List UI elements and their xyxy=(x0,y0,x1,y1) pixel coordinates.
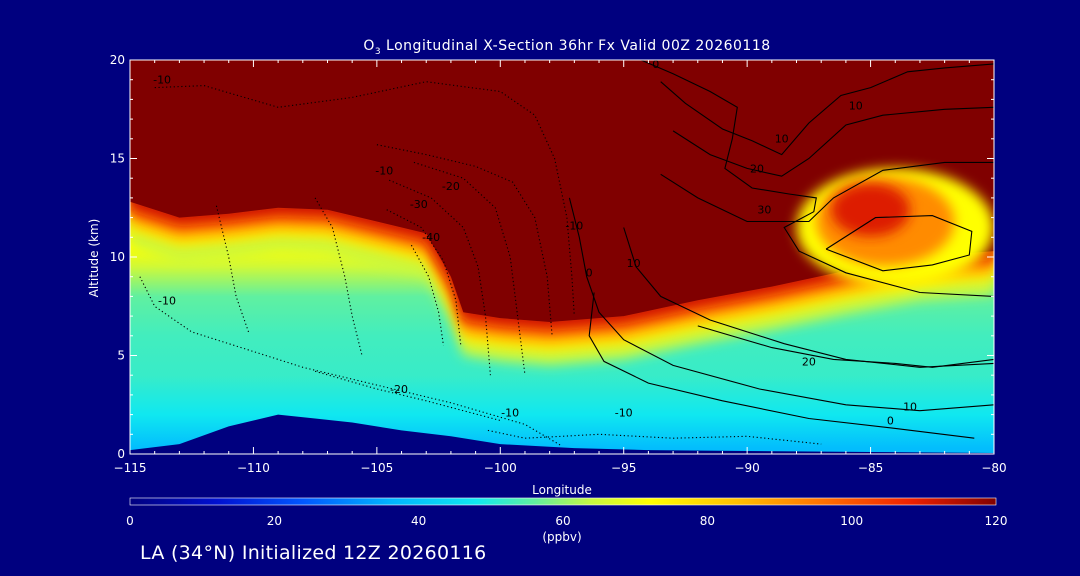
colorbar-tick-label: 120 xyxy=(985,514,1008,528)
title-subscript: 3 xyxy=(375,47,381,57)
x-tick-label: −85 xyxy=(858,461,883,475)
contour-label: 0 xyxy=(652,58,659,71)
y-tick-label: 15 xyxy=(110,152,125,166)
contour-positive-2 xyxy=(568,197,994,412)
y-axis-label: Altitude (km) xyxy=(87,219,101,298)
chart-title: O3 Longitudinal X-Section 36hr Fx Valid … xyxy=(363,38,770,57)
contour-label: -10 xyxy=(158,294,176,307)
contour-label: 10 xyxy=(903,401,917,414)
contour-positive-6 xyxy=(660,161,994,223)
contour-label: 10 xyxy=(627,257,641,270)
colorbar-tick-label: 80 xyxy=(700,514,715,528)
x-tick-label: −80 xyxy=(981,461,1006,475)
colorbar-tick-label: 0 xyxy=(126,514,134,528)
x-tick-label: −105 xyxy=(360,461,393,475)
contour-negative-1 xyxy=(139,276,563,447)
contour-label: -40 xyxy=(422,231,440,244)
contour-labels: -10 0 -10 -20 -30 -40 -10 0 10 10 20 30 10 -10 -20 -10 -… xyxy=(153,58,917,427)
stratospheric-ozone-region xyxy=(130,60,994,322)
contour-label: -20 xyxy=(442,180,460,193)
contour-negative-0 xyxy=(154,81,575,317)
contour-label: 20 xyxy=(802,355,816,368)
y-tick-label: 0 xyxy=(117,447,125,461)
contour-lines xyxy=(139,60,994,447)
contour-label: -10 xyxy=(153,74,171,87)
high-ozone-lobe-core xyxy=(831,183,911,237)
colorbar-tick-label: 20 xyxy=(267,514,282,528)
contour-label: 30 xyxy=(757,204,771,217)
colorbar-tick-label: 40 xyxy=(411,514,426,528)
x-axis: −115 −110 −105 −100 −95 −90 −85 −80 xyxy=(114,60,1007,475)
contour-label: 10 xyxy=(775,133,789,146)
title-rest: Longitudinal X-Section 36hr Fx Valid 00Z… xyxy=(381,38,771,54)
contour-positive-8 xyxy=(825,215,973,272)
contour-label: 0 xyxy=(586,267,593,280)
y-tick-label: 5 xyxy=(117,349,125,363)
contour-positive-3 xyxy=(660,63,994,156)
y-tick-label: 20 xyxy=(110,53,125,67)
contour-label: -20 xyxy=(390,383,408,396)
contour-label: -30 xyxy=(410,198,428,211)
y-axis: 0 5 10 15 20 xyxy=(110,53,994,461)
x-tick-label: −115 xyxy=(114,461,147,475)
contour-negative-6 xyxy=(388,179,491,376)
colorbar-tick-label: 60 xyxy=(555,514,570,528)
colorbar-unit: (ppbv) xyxy=(542,530,581,544)
run-info-footer: LA (34°N) Initialized 12Z 20260116 xyxy=(140,542,487,564)
contour-label: -10 xyxy=(375,164,393,177)
x-tick-label: −110 xyxy=(237,461,270,475)
contour-label: 0 xyxy=(887,414,894,427)
contour-negative-3 xyxy=(376,144,553,336)
contour-label: -10 xyxy=(565,219,583,232)
colorbar-ticks: 0 20 40 60 80 100 120 xyxy=(126,514,1007,528)
contour-positive-7 xyxy=(697,325,994,368)
contour-negative-10 xyxy=(215,205,250,333)
contour-positive-5 xyxy=(672,106,994,177)
y-tick-label: 10 xyxy=(110,250,125,264)
contour-positive-1 xyxy=(588,292,975,439)
contour-negative-9 xyxy=(314,197,363,356)
contour-label: -10 xyxy=(501,407,519,420)
terrain-silhouette xyxy=(130,414,994,454)
contour-positive-0 xyxy=(640,60,994,297)
contour-label: 10 xyxy=(849,99,863,112)
x-axis-label: Longitude xyxy=(532,483,592,497)
contour-negative-8 xyxy=(410,244,445,346)
contour-label: 20 xyxy=(750,162,764,175)
colorbar xyxy=(129,497,997,506)
title-prefix: O xyxy=(363,38,375,54)
contour-label: -10 xyxy=(615,407,633,420)
colorbar-tick-label: 100 xyxy=(840,514,863,528)
x-tick-label: −90 xyxy=(734,461,759,475)
x-tick-label: −100 xyxy=(484,461,517,475)
plot-area: -10 0 -10 -20 -30 -40 -10 0 10 10 20 30 10 -10 -20 -10 -… xyxy=(130,58,994,454)
contour-negative-5 xyxy=(314,370,501,422)
x-tick-label: −95 xyxy=(611,461,636,475)
contour-positive-4 xyxy=(623,227,994,368)
